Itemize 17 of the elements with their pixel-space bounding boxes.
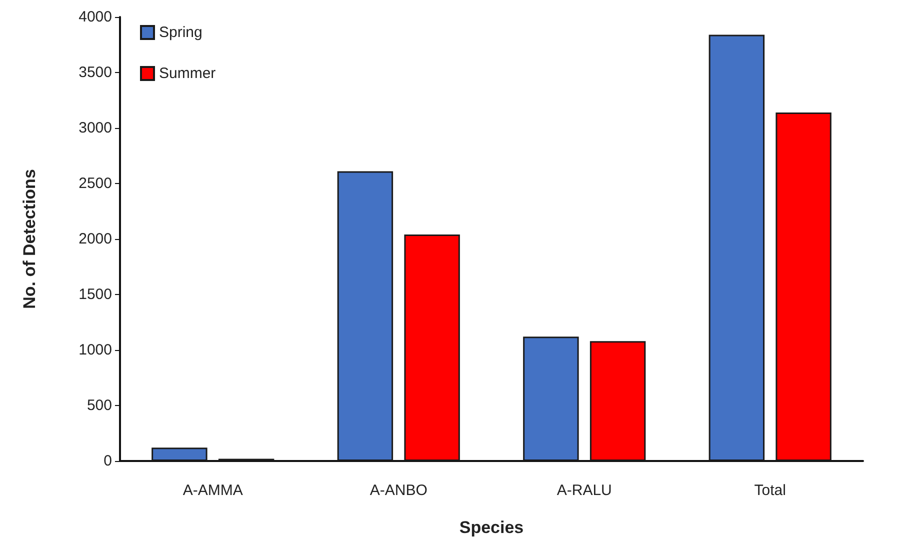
x-tick-label: A-AMMA xyxy=(182,482,243,499)
y-tick-label: 3500 xyxy=(78,64,112,81)
y-tick-label: 500 xyxy=(86,397,112,414)
x-tick-label: A-RALU xyxy=(556,482,612,499)
legend-label: Summer xyxy=(159,65,216,82)
y-axis-title: No. of Detections xyxy=(20,169,39,309)
y-tick-label: 3000 xyxy=(78,120,112,136)
x-tick-label: Total xyxy=(754,482,786,499)
y-tick-label: 4000 xyxy=(78,8,112,26)
y-tick-label: 1500 xyxy=(78,286,112,303)
y-tick-label: 1000 xyxy=(78,342,112,358)
y-tick-label: 2000 xyxy=(78,230,112,248)
y-tick-label: 0 xyxy=(104,452,112,470)
x-tick-label: A-ANBO xyxy=(370,482,428,499)
legend-label: Spring xyxy=(159,24,202,41)
x-axis-title: Species xyxy=(459,518,524,537)
y-tick-label: 2500 xyxy=(78,175,112,192)
